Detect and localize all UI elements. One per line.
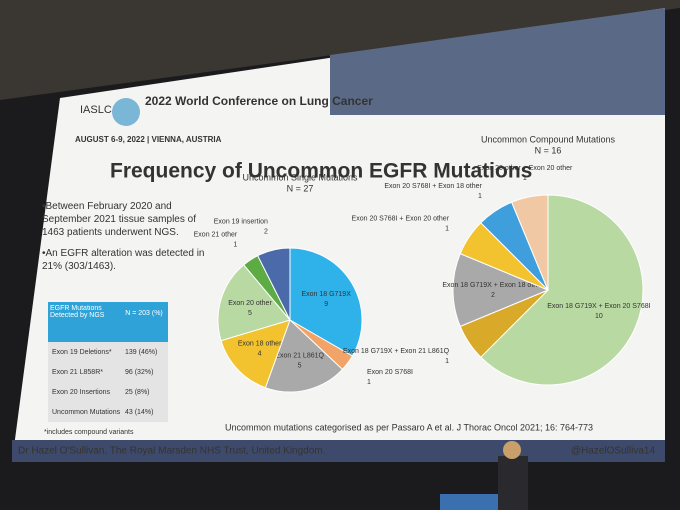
table: EGFR Mutations Detected by NGS N = 203 (…	[48, 302, 168, 422]
slice-label: Exon 18 G719X	[301, 291, 351, 298]
slice-value: 1	[445, 358, 449, 365]
handle: @HazelOSulliva14	[571, 446, 656, 457]
slice-value: 1	[445, 226, 449, 233]
slice-label: Exon 21 L861Q	[275, 352, 324, 359]
table-body	[48, 342, 168, 422]
pie-subtitle: N = 27	[287, 183, 314, 193]
footnote: *includes compound variants	[44, 429, 134, 436]
cell: Exon 21 L858R*	[52, 369, 103, 376]
pie-slice	[510, 194, 549, 291]
slice-value: 9	[324, 301, 328, 308]
speaker-figure	[498, 456, 528, 510]
speaker: Dr Hazel O'Sullivan, The Royal Marsden N…	[18, 446, 325, 457]
slice-label: Exon 18 G719X + Exon 20 S768I	[547, 303, 650, 310]
pie-slice	[289, 247, 363, 357]
pie-title: Uncommon Single Mutations	[242, 172, 358, 182]
pie-slice	[480, 194, 644, 386]
slice-label: Exon 18 G719X + Exon 21 L861Q	[343, 348, 450, 355]
cell: 43 (14%)	[125, 409, 153, 416]
pie-subtitle: N = 16	[535, 145, 562, 155]
cell: Uncommon Mutations	[52, 409, 121, 416]
slice-value: 10	[595, 313, 603, 320]
cell: 25 (8%)	[125, 389, 150, 396]
pie-slice	[220, 319, 291, 389]
podium	[440, 494, 502, 510]
slide-title: Frequency of Uncommon EGFR Mutations	[110, 160, 532, 183]
bullet: •An EGFR alteration was detected in 21% …	[42, 248, 205, 272]
slice-value: 1	[233, 242, 237, 249]
pie-slice	[217, 264, 291, 342]
slice-label: Exon 21 other	[194, 232, 238, 239]
slice-value: 1	[478, 193, 482, 200]
bullet: •Between February 2020 and September 202…	[42, 201, 196, 238]
slice-label: Exon 20 S768I + Exon 20 other	[352, 216, 450, 223]
table-header	[48, 302, 168, 342]
slice-value: 2	[264, 228, 268, 235]
header-text: EGFR Mutations Detected by NGS	[50, 305, 105, 319]
citation: Uncommon mutations categorised as per Pa…	[225, 422, 593, 432]
cell: 139 (46%)	[125, 349, 157, 356]
slice-value: 4	[258, 351, 262, 358]
cell: Exon 19 Deletions*	[52, 349, 112, 356]
org: IASLC	[80, 104, 112, 116]
slice-value: 5	[248, 310, 252, 317]
slice-value: 1	[367, 379, 371, 386]
header-cell: N = 203 (%)	[125, 310, 163, 317]
slice-label: Exon 20 other	[228, 300, 272, 307]
slice-value: 1	[523, 175, 527, 182]
slice-label: Exon 20 S768I	[367, 369, 413, 376]
bullets: •Between February 2020 and September 202…	[42, 201, 205, 272]
header-cell: EGFR Mutations Detected by NGS	[50, 305, 105, 319]
slice-label: Exon 20 other + Exon 20 other	[477, 165, 573, 172]
pie-slice	[264, 319, 344, 393]
pie-slice	[257, 247, 291, 321]
slice-label: Exon 20 S768I + Exon 18 other	[384, 183, 482, 190]
conference: 2022 World Conference on Lung Cancer	[145, 94, 373, 108]
slice-value: 5	[298, 362, 302, 369]
bullet-text: Between February 2020 and September 2021…	[42, 201, 196, 238]
cell: 96 (32%)	[125, 369, 153, 376]
slice-label: Exon 19 insertion	[214, 218, 268, 225]
slice-label: Exon 18 G719X + Exon 18 other	[442, 282, 544, 289]
cell: Exon 20 Insertions	[52, 389, 110, 396]
pie-title: Uncommon Compound Mutations	[481, 134, 616, 144]
slice-label: Exon 18 other	[238, 341, 282, 348]
logo	[112, 98, 140, 126]
header-text: N = 203 (%)	[125, 310, 163, 317]
dates: AUGUST 6-9, 2022 | VIENNA, AUSTRIA	[75, 135, 222, 144]
slice-value: 2	[491, 292, 495, 299]
ceiling	[0, 0, 680, 100]
city-photo	[330, 8, 665, 115]
pie-slice	[452, 252, 550, 328]
bullet-text: An EGFR alteration was detected in 21% (…	[42, 248, 205, 272]
speaker-head	[503, 441, 521, 459]
